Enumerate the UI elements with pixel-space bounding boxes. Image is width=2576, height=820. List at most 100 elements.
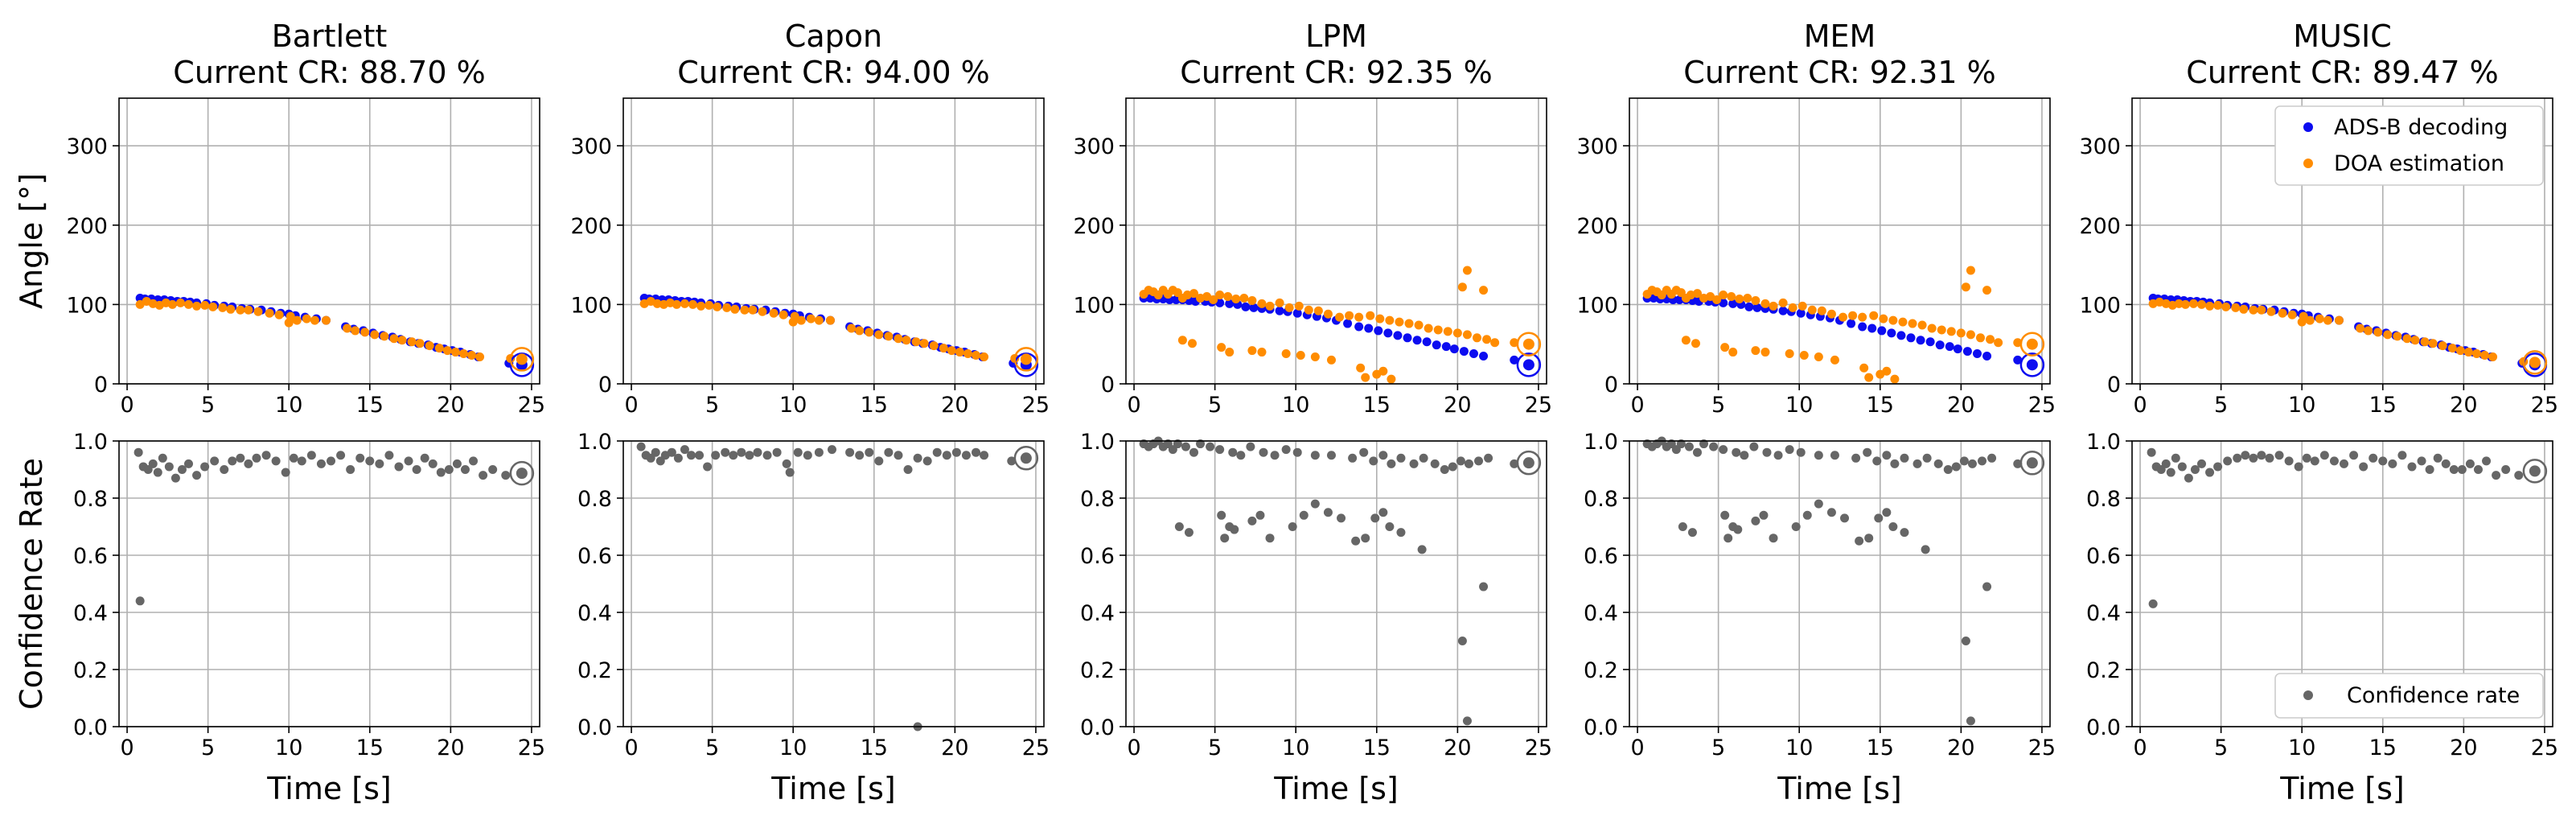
confidence-point xyxy=(1236,451,1246,460)
confidence-x-tick-label: 5 xyxy=(1711,736,1725,760)
confidence-point xyxy=(961,451,971,460)
angle-axes-frame xyxy=(622,97,1045,385)
angle-x-tick-label: 5 xyxy=(201,393,215,418)
ads-b-point xyxy=(2013,355,2023,365)
confidence-point xyxy=(1181,442,1190,451)
doa-point xyxy=(1879,314,1888,323)
confidence-point xyxy=(721,447,730,457)
confidence-point xyxy=(942,451,951,460)
doa-point xyxy=(1864,373,1874,382)
doa-point xyxy=(2463,348,2473,357)
ads-b-point xyxy=(1728,299,1738,308)
doa-point xyxy=(1404,319,1414,328)
confidence-point xyxy=(845,447,855,457)
confidence-point xyxy=(2177,462,2187,472)
confidence-point xyxy=(2148,599,2158,608)
confidence-point xyxy=(281,468,290,477)
confidence-point xyxy=(1281,445,1291,455)
doa-point xyxy=(1510,338,1519,348)
panel-subtitle: Current CR: 92.31 % xyxy=(1683,55,1995,90)
confidence-point xyxy=(1326,451,1336,460)
confidence-point xyxy=(1259,447,1268,457)
doa-point xyxy=(218,303,228,312)
doa-point xyxy=(2257,305,2266,315)
doa-point xyxy=(1217,343,1226,352)
angle-x-tick-label: 25 xyxy=(1022,393,1050,418)
angle-x-tick-label: 5 xyxy=(2214,393,2228,418)
doa-point xyxy=(2188,299,2198,308)
confidence-point xyxy=(827,445,836,455)
confidence-point xyxy=(2302,453,2311,463)
confidence-point xyxy=(2196,459,2206,468)
confidence-point xyxy=(1791,522,1801,531)
angle-x-tick-label: 20 xyxy=(941,393,968,418)
doa-point xyxy=(855,326,865,336)
doa-point xyxy=(1917,320,1927,330)
confidence-x-tick-label: 25 xyxy=(518,736,545,760)
doa-point xyxy=(1323,309,1333,319)
confidence-y-tick-label: 1.0 xyxy=(1080,430,1115,455)
confidence-point xyxy=(785,468,795,477)
confidence-point xyxy=(2433,453,2442,463)
doa-point xyxy=(919,339,929,348)
angle-x-tick-label: 20 xyxy=(1947,393,1974,418)
confidence-point xyxy=(1387,459,1396,468)
confidence-y-tick-label: 0.0 xyxy=(1080,715,1115,740)
doa-point xyxy=(370,330,380,340)
angle-y-tick-label: 0 xyxy=(598,373,612,398)
confidence-axes-frame xyxy=(622,440,1045,727)
doa-point xyxy=(1778,298,1788,307)
confidence-x-tick-label: 0 xyxy=(624,736,638,760)
doa-point xyxy=(2356,323,2365,333)
confidence-point xyxy=(1409,459,1419,468)
panel-subtitle: Current CR: 92.35 % xyxy=(1180,55,1492,90)
confidence-point xyxy=(1323,508,1333,517)
confidence-legend-box xyxy=(2274,673,2544,719)
confidence-point xyxy=(2249,453,2258,463)
confidence-point xyxy=(1840,513,1850,523)
doa-point xyxy=(1433,325,1443,335)
confidence-x-tick-label: 0 xyxy=(1127,736,1140,760)
confidence-y-tick-label: 0.4 xyxy=(73,601,108,626)
doa-point xyxy=(2249,305,2258,315)
confidence-point xyxy=(135,596,145,606)
confidence-point xyxy=(667,447,676,457)
doa-point xyxy=(2364,326,2373,336)
confidence-y-tick-label: 0.8 xyxy=(1080,487,1115,512)
angle-x-tick-label: 15 xyxy=(1363,393,1391,418)
doa-point xyxy=(1452,328,1462,338)
x-axis-label: Time [s] xyxy=(770,771,896,806)
doa-point xyxy=(1751,346,1760,356)
confidence-point xyxy=(1684,442,1694,451)
doa-point xyxy=(1462,266,1472,275)
confidence-point xyxy=(1206,442,1215,451)
confidence-point xyxy=(782,459,791,468)
doa-point xyxy=(680,299,689,308)
angle-y-tick-label: 0 xyxy=(1101,373,1115,398)
confidence-point xyxy=(2013,459,2023,468)
doa-point xyxy=(894,334,903,344)
confidence-point xyxy=(1855,536,1864,546)
doa-point xyxy=(1966,330,1975,340)
doa-point xyxy=(407,337,417,347)
confidence-point xyxy=(1265,534,1275,543)
confidence-y-tick-label: 0.8 xyxy=(1584,487,1618,512)
doa-point xyxy=(236,305,245,315)
doa-point xyxy=(1735,294,1744,303)
confidence-point xyxy=(1749,442,1759,451)
doa-point xyxy=(652,299,662,308)
doa-point xyxy=(1727,292,1736,302)
doa-point xyxy=(1826,309,1836,319)
doa-current-ring xyxy=(1516,332,1542,356)
confidence-point xyxy=(1348,453,1358,463)
confidence-point xyxy=(1762,447,1772,457)
doa-point xyxy=(1247,346,1257,356)
ads-b-point xyxy=(1241,302,1251,311)
doa-point xyxy=(740,305,750,315)
confidence-point xyxy=(2457,465,2467,474)
confidence-point xyxy=(1310,451,1320,460)
confidence-point xyxy=(192,471,202,480)
ads-b-point xyxy=(1479,351,1489,361)
confidence-x-tick-label: 0 xyxy=(1630,736,1644,760)
confidence-point xyxy=(1951,462,1961,472)
